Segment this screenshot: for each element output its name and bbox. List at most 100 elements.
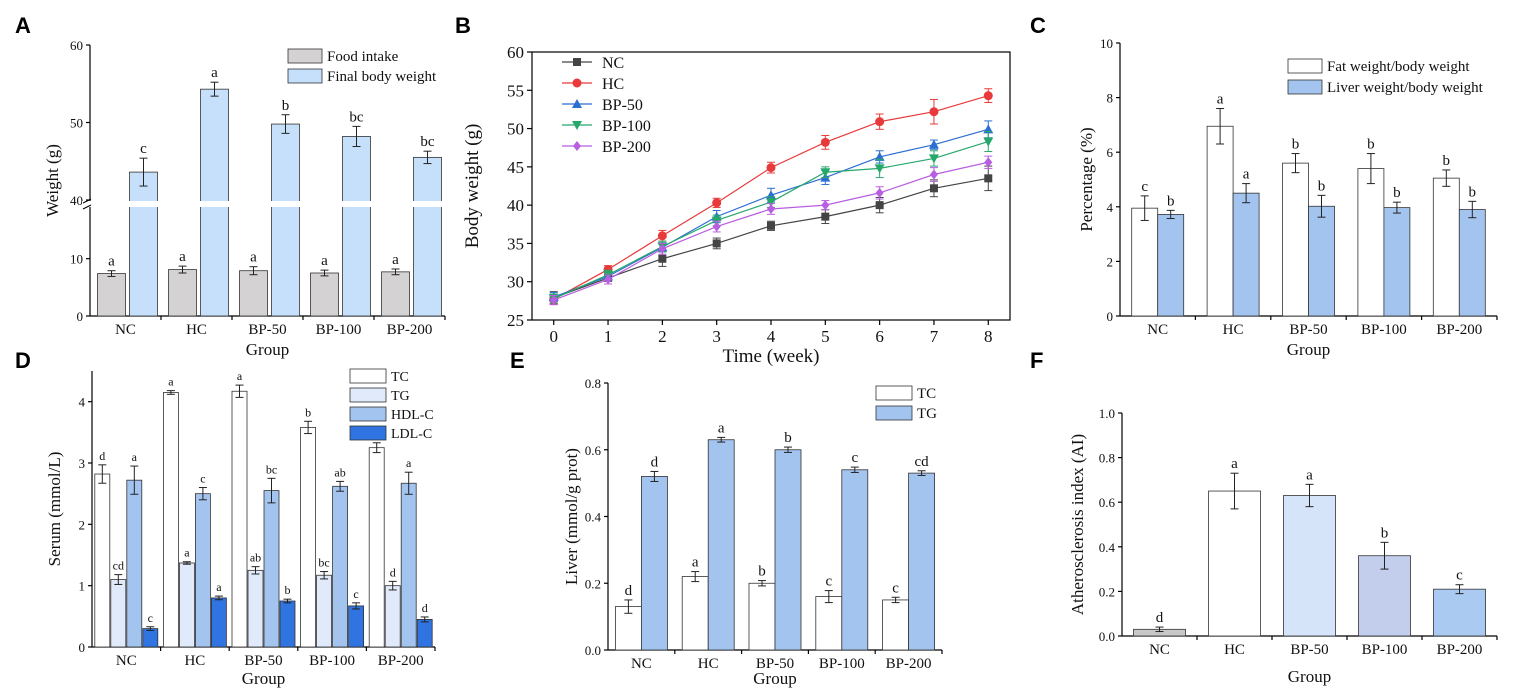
legend-label: Fat weight/body weight bbox=[1327, 59, 1470, 75]
bar bbox=[316, 574, 333, 648]
chart-d: Serum (mmol/L)Group01234NCdcdacHCaacaBP-… bbox=[45, 368, 436, 688]
significance-letter: cd bbox=[915, 454, 930, 470]
data-point bbox=[657, 231, 667, 241]
data-point bbox=[929, 107, 939, 117]
y-axis-title: Body weight (g) bbox=[462, 124, 483, 249]
bar bbox=[416, 619, 433, 648]
bar bbox=[1131, 207, 1159, 317]
significance-letter: bc bbox=[266, 462, 277, 476]
significance-letter: b bbox=[1167, 193, 1175, 209]
panel-label-c: C bbox=[1030, 13, 1046, 38]
significance-letter: bc bbox=[420, 134, 435, 150]
bar bbox=[279, 600, 296, 648]
bar bbox=[748, 582, 776, 651]
bar bbox=[1308, 205, 1335, 317]
y-tick-label: 0 bbox=[77, 309, 84, 324]
data-point bbox=[874, 151, 885, 161]
x-tick-label: HC bbox=[698, 656, 719, 672]
x-tick-label: 7 bbox=[930, 327, 939, 346]
bar bbox=[381, 271, 410, 317]
x-tick-label: BP-50 bbox=[244, 653, 282, 669]
legend-swatch bbox=[287, 48, 323, 64]
y-axis-title: Weight (g) bbox=[43, 144, 62, 217]
data-point bbox=[573, 141, 581, 151]
data-point bbox=[572, 121, 582, 130]
y-tick-label: 1 bbox=[79, 579, 86, 594]
bar bbox=[1208, 490, 1261, 637]
significance-letter: a bbox=[321, 253, 328, 269]
bar bbox=[332, 485, 349, 648]
data-point bbox=[875, 187, 884, 198]
x-tick-label: BP-100 bbox=[316, 322, 362, 338]
legend-swatch bbox=[349, 387, 387, 403]
x-tick-label: BP-50 bbox=[1289, 322, 1327, 338]
x-tick-label: BP-200 bbox=[387, 322, 433, 338]
y-axis-title: Atherosclerosis index (AI) bbox=[1068, 434, 1087, 615]
y-tick-label: 0 bbox=[79, 640, 86, 655]
significance-letter: b bbox=[1443, 153, 1451, 169]
y-tick-label: 4 bbox=[1107, 200, 1114, 215]
data-point bbox=[821, 200, 830, 211]
x-axis-title: Group bbox=[1288, 667, 1331, 686]
bar bbox=[908, 472, 935, 651]
bar bbox=[94, 473, 111, 648]
y-axis-title: Liver (mmol/g prot) bbox=[562, 448, 581, 585]
y-tick-label: 0.8 bbox=[585, 376, 601, 391]
legend-label: BP-200 bbox=[602, 139, 651, 156]
y-tick-label: 0.6 bbox=[1099, 495, 1116, 510]
significance-letter: a bbox=[132, 450, 138, 464]
significance-letter: c bbox=[851, 450, 858, 466]
significance-letter: a bbox=[250, 250, 257, 266]
data-point bbox=[767, 221, 775, 230]
significance-letter: a bbox=[108, 254, 115, 270]
x-tick-label: HC bbox=[1224, 642, 1245, 658]
x-tick-label: BP-50 bbox=[1290, 642, 1328, 658]
y-tick-label: 1.0 bbox=[1099, 406, 1115, 421]
bar bbox=[707, 439, 735, 651]
bar bbox=[1357, 168, 1385, 317]
significance-letter: b bbox=[784, 430, 792, 446]
data-point bbox=[929, 169, 938, 180]
x-tick-label: 0 bbox=[549, 327, 558, 346]
significance-letter: b bbox=[282, 98, 290, 114]
legend-swatch bbox=[287, 68, 323, 84]
legend-label: TG bbox=[391, 389, 410, 404]
legend-swatch bbox=[1287, 79, 1323, 95]
y-tick-label: 0.0 bbox=[1099, 629, 1115, 644]
y-tick-label: 0.8 bbox=[1099, 451, 1115, 466]
significance-letter: ab bbox=[250, 551, 261, 565]
x-tick-label: BP-200 bbox=[886, 656, 932, 672]
bar bbox=[97, 273, 126, 317]
chart-a: Weight (g) Group 0 10 40 50 60 NC a c HC a a BP-50 a b B… bbox=[43, 38, 447, 359]
data-point bbox=[874, 164, 885, 174]
y-tick-label: 40 bbox=[70, 193, 83, 208]
bar bbox=[882, 599, 909, 651]
x-axis-title: Group bbox=[753, 669, 796, 688]
x-tick-label: BP-100 bbox=[309, 653, 355, 669]
significance-letter: a bbox=[168, 375, 174, 389]
data-point bbox=[875, 201, 884, 210]
legend-swatch bbox=[875, 385, 913, 401]
legend-label: TC bbox=[917, 386, 936, 402]
bar bbox=[681, 576, 709, 651]
legend-label: TC bbox=[391, 370, 409, 385]
significance-letter: c bbox=[1456, 568, 1463, 584]
significance-letter: ab bbox=[334, 465, 345, 479]
bar bbox=[271, 123, 300, 317]
x-tick-label: BP-200 bbox=[1437, 642, 1483, 658]
x-tick-label: BP-100 bbox=[1361, 322, 1407, 338]
bar bbox=[615, 606, 642, 651]
x-axis-title: Time (week) bbox=[723, 346, 820, 367]
data-point bbox=[983, 137, 994, 147]
legend-label: Food intake bbox=[327, 49, 399, 65]
bar bbox=[110, 579, 127, 648]
significance-letter: c bbox=[353, 587, 358, 601]
significance-letter: d bbox=[625, 583, 633, 599]
bar bbox=[641, 476, 668, 651]
significance-letter: b bbox=[305, 405, 311, 419]
x-tick-label: BP-100 bbox=[819, 656, 865, 672]
significance-letter: b bbox=[1318, 178, 1326, 194]
legend-label: NC bbox=[602, 55, 624, 72]
significance-letter: a bbox=[718, 420, 725, 436]
bar bbox=[126, 479, 143, 648]
